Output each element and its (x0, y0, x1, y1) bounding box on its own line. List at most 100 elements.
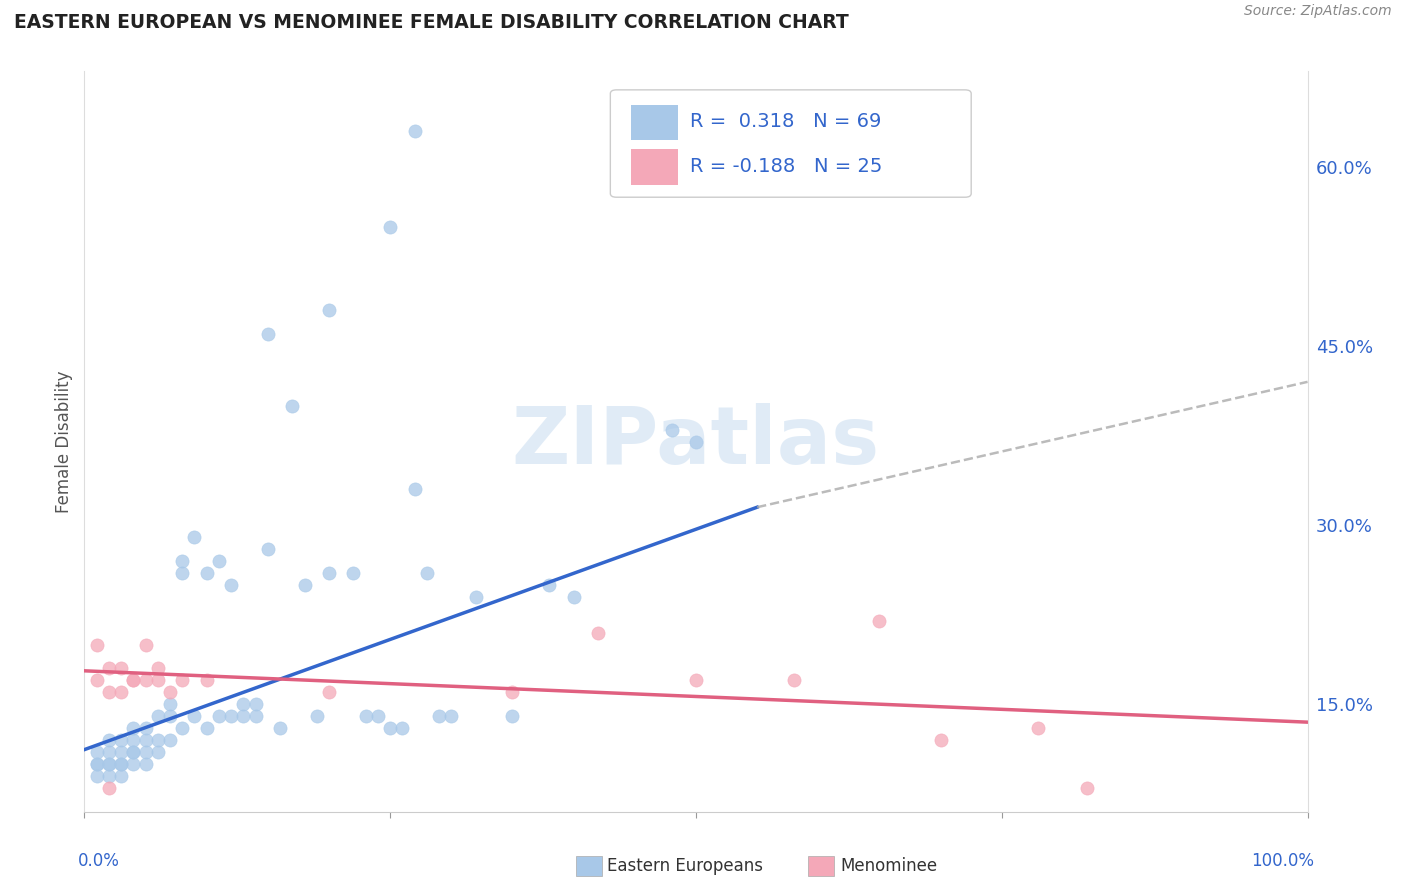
Point (464, 590, 486, 604)
Point (586, 625, 609, 640)
Point (404, 483, 426, 497)
Point (122, 733, 145, 747)
Point (1028, 721, 1050, 735)
Point (269, 721, 291, 735)
Point (391, 721, 413, 735)
Point (685, 673, 707, 688)
Point (135, 756, 157, 771)
Bar (631, 104, 678, 140)
Point (232, 698, 254, 712)
Point (122, 756, 145, 771)
Point (380, 219, 402, 234)
Point (195, 721, 218, 735)
Text: 0.0%: 0.0% (79, 853, 120, 871)
Point (86, 756, 108, 771)
Point (367, 709, 389, 723)
Point (146, 709, 169, 723)
Point (294, 578, 316, 592)
Point (440, 709, 463, 723)
Point (172, 566, 194, 580)
Point (159, 685, 181, 699)
Point (159, 733, 181, 747)
Point (318, 566, 340, 580)
Point (86, 745, 108, 759)
Point (97, 745, 120, 759)
Point (783, 673, 806, 688)
Point (97, 661, 120, 675)
Point (135, 638, 157, 652)
Point (110, 756, 132, 771)
Point (281, 399, 304, 413)
Point (305, 709, 328, 723)
Text: EASTERN EUROPEAN VS MENOMINEE FEMALE DISABILITY CORRELATION CHART: EASTERN EUROPEAN VS MENOMINEE FEMALE DIS… (14, 13, 849, 32)
Point (159, 698, 181, 712)
Point (219, 578, 242, 592)
Point (135, 733, 157, 747)
Point (172, 721, 194, 735)
Point (135, 745, 157, 759)
Point (110, 769, 132, 783)
Point (86, 638, 108, 652)
Point (208, 554, 231, 568)
Point (245, 709, 267, 723)
Point (318, 685, 340, 699)
Point (97, 685, 120, 699)
Point (219, 709, 242, 723)
Point (122, 745, 145, 759)
Point (146, 733, 169, 747)
Point (380, 721, 402, 735)
Point (208, 709, 231, 723)
Point (257, 327, 280, 342)
Point (427, 709, 450, 723)
Point (1076, 780, 1098, 795)
Point (97, 756, 120, 771)
Point (97, 733, 120, 747)
Point (416, 566, 439, 580)
Point (97, 769, 120, 783)
Text: ZIPatlas: ZIPatlas (512, 402, 880, 481)
Point (195, 566, 218, 580)
Point (172, 673, 194, 688)
Point (110, 756, 132, 771)
Point (110, 745, 132, 759)
Bar (631, 149, 678, 185)
Point (135, 721, 157, 735)
Point (929, 733, 952, 747)
Point (538, 578, 561, 592)
Point (354, 709, 377, 723)
Point (97, 756, 120, 771)
FancyBboxPatch shape (610, 90, 972, 197)
Point (661, 423, 683, 437)
Point (122, 673, 145, 688)
Point (869, 614, 891, 628)
Point (146, 661, 169, 675)
Point (172, 554, 194, 568)
Point (318, 303, 340, 318)
Text: 100.0%: 100.0% (1251, 853, 1313, 871)
Point (159, 709, 181, 723)
Point (232, 709, 254, 723)
Point (257, 541, 280, 556)
Point (86, 756, 108, 771)
Point (183, 530, 205, 544)
Text: R =  0.318   N = 69: R = 0.318 N = 69 (690, 112, 882, 131)
Point (122, 745, 145, 759)
Point (404, 124, 426, 138)
Text: Eastern Europeans: Eastern Europeans (607, 857, 763, 875)
Point (110, 733, 132, 747)
Point (502, 685, 524, 699)
Text: Menominee: Menominee (841, 857, 938, 875)
Point (122, 721, 145, 735)
Text: R = -0.188   N = 25: R = -0.188 N = 25 (690, 157, 882, 176)
Point (245, 698, 267, 712)
Point (110, 661, 132, 675)
Point (122, 673, 145, 688)
Point (685, 434, 707, 449)
Point (502, 709, 524, 723)
Point (562, 590, 585, 604)
Point (342, 566, 364, 580)
Point (146, 673, 169, 688)
Point (97, 780, 120, 795)
Point (86, 769, 108, 783)
Text: Source: ZipAtlas.com: Source: ZipAtlas.com (1244, 4, 1392, 19)
